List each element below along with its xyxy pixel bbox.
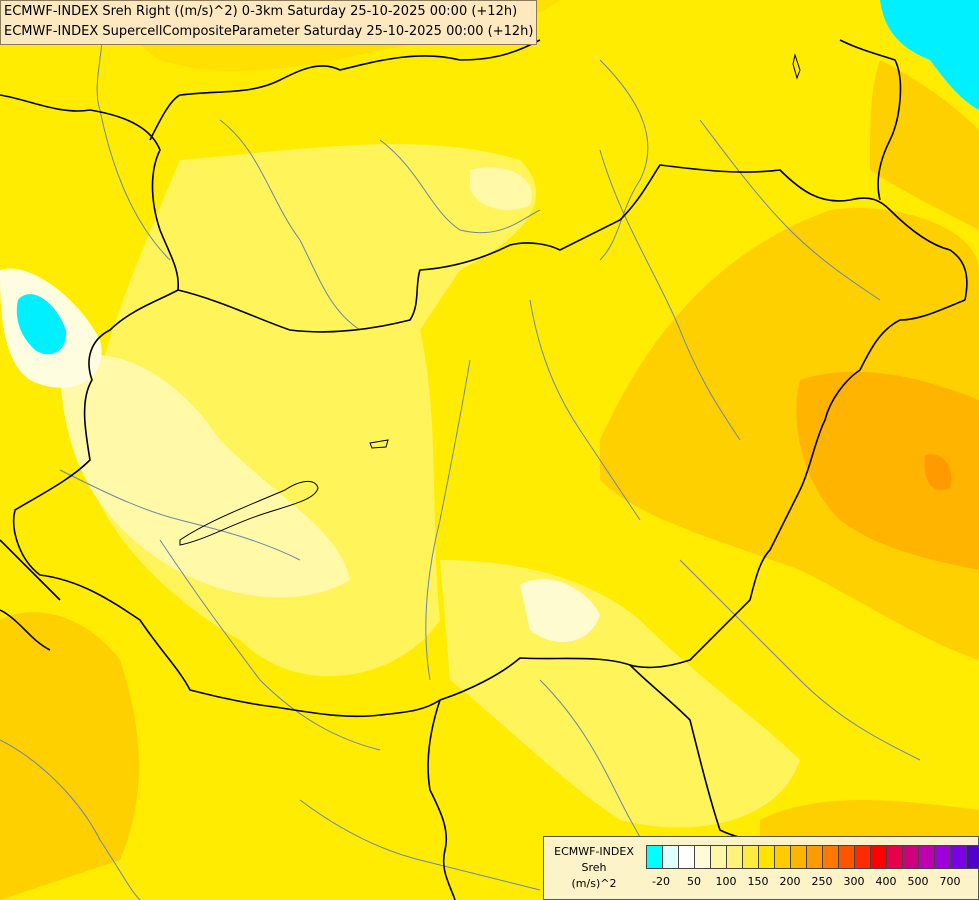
title-line-1: ECMWF-INDEX Sreh Right ((m/s)^2) 0-3km S… — [4, 4, 518, 19]
legend-tick-label: 500 — [907, 875, 929, 888]
legend-swatch — [695, 846, 711, 868]
legend-tick-label: 700 — [939, 875, 961, 888]
lake-small-2 — [792, 53, 801, 80]
field-orange-southwest — [0, 612, 139, 900]
legend-swatch — [935, 846, 951, 868]
field-orange-hotspot — [924, 454, 952, 491]
rivers — [0, 0, 921, 900]
legend-swatch — [823, 846, 839, 868]
legend-swatch — [711, 846, 727, 868]
legend-tick-label: 100 — [715, 875, 737, 888]
legend-swatch — [791, 846, 807, 868]
legend-param: Sreh — [581, 861, 607, 874]
legend-swatch — [743, 846, 759, 868]
field-orange-northeast — [870, 60, 979, 230]
lake-small — [369, 439, 389, 449]
legend-swatch — [887, 846, 903, 868]
legend-swatch — [903, 846, 919, 868]
legend-swatch — [759, 846, 775, 868]
legend-swatch — [807, 846, 823, 868]
legend-tick-label: 150 — [747, 875, 769, 888]
lake-balaton — [179, 481, 319, 546]
legend-swatch — [967, 846, 979, 868]
title-line-2: ECMWF-INDEX SupercellCompositeParameter … — [4, 24, 534, 39]
legend-tick-label: 50 — [687, 875, 701, 888]
legend-swatch — [919, 846, 935, 868]
legend-swatch — [951, 846, 967, 868]
legend-tick-label: 200 — [779, 875, 801, 888]
legend-swatch — [775, 846, 791, 868]
legend-tick-label: 300 — [843, 875, 865, 888]
legend-swatches — [646, 845, 979, 869]
legend-swatch — [839, 846, 855, 868]
field-cyan-northeast — [880, 0, 979, 110]
legend-unit: (m/s)^2 — [571, 877, 617, 890]
legend-swatch — [727, 846, 743, 868]
field-orange-east-core — [796, 371, 979, 570]
field-pale-zone — [60, 354, 350, 598]
legend-swatch — [647, 846, 663, 868]
legend-swatch — [663, 846, 679, 868]
legend-model: ECMWF-INDEX — [554, 845, 634, 858]
color-legend: ECMWF-INDEX Sreh (m/s)^2 -20 50 100 150 200 2… — [543, 836, 979, 900]
field-pale-zone-4 — [470, 167, 532, 210]
legend-tick-label: -20 — [652, 875, 670, 888]
field-cyan-west — [16, 294, 67, 355]
legend-swatch — [871, 846, 887, 868]
legend-tick-label: 250 — [811, 875, 833, 888]
legend-tick-label: 400 — [875, 875, 897, 888]
field-orange-east — [600, 208, 979, 660]
legend-swatch — [855, 846, 871, 868]
legend-swatch — [679, 846, 695, 868]
title-box: ECMWF-INDEX Sreh Right ((m/s)^2) 0-3km S… — [0, 0, 538, 45]
field-pale-zone-2 — [520, 579, 600, 642]
